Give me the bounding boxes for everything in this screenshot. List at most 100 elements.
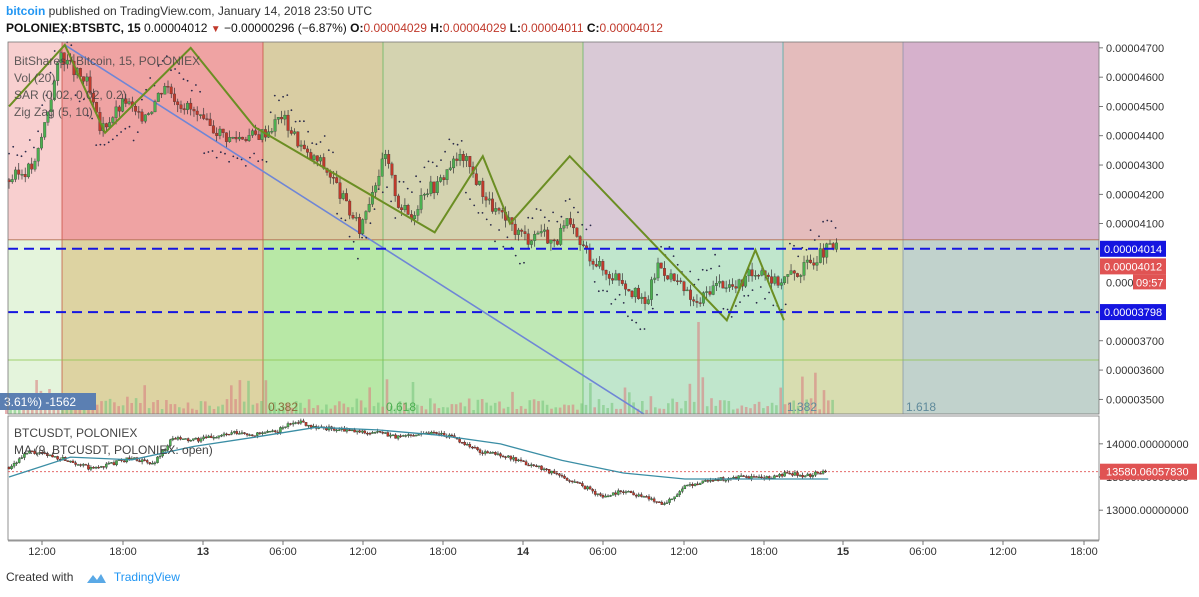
btc-candle-body: [688, 484, 692, 486]
fib-zone-top-2: [263, 42, 383, 240]
lower-legend-line-1: MA (9, BTCUSDT, POLONIEX: open): [14, 443, 213, 457]
sar-dot: [149, 77, 152, 79]
volume-bar: [433, 403, 436, 414]
candle-body: [335, 177, 339, 183]
btc-candle-body: [263, 432, 267, 434]
btc-candle-body: [261, 432, 264, 434]
main-price-axis[interactable]: 0.00004700 0.00004600 0.00004500 0.00004400…: [7, 41, 1199, 415]
sar-dot: [415, 175, 417, 178]
sar-dot: [128, 125, 131, 128]
btc-candle-body: [573, 481, 577, 483]
btc-candle-body: [284, 426, 287, 428]
volume-bar: [744, 407, 748, 414]
horizontal-lines[interactable]: [8, 247, 1099, 314]
btc-candle-body: [174, 438, 177, 440]
btc-candle-body: [583, 485, 587, 490]
btc-candle-body: [791, 473, 794, 476]
candle-body: [82, 76, 86, 82]
sar-dot: [465, 191, 467, 194]
candle-body: [354, 217, 358, 219]
candle-body: [332, 177, 335, 179]
btc-candle-body: [642, 496, 646, 498]
candle-body: [513, 223, 517, 235]
btc-candle-body: [514, 457, 518, 462]
last-price-tag-background: [1100, 258, 1166, 275]
candle-body: [65, 59, 69, 65]
btc-candle-body: [25, 453, 29, 455]
candle-body: [59, 52, 63, 63]
candle-body: [805, 259, 809, 263]
tradingview-link[interactable]: TradingView: [113, 570, 180, 584]
candle-body: [757, 275, 761, 277]
volume-bar: [351, 407, 354, 414]
sar-dot: [340, 217, 343, 220]
candle-body: [640, 296, 644, 299]
candle-body: [127, 101, 131, 104]
btc-candle-body: [151, 463, 154, 465]
volume-bar: [541, 400, 545, 414]
sar-dot: [789, 242, 791, 245]
volume-bar: [195, 409, 198, 414]
trendline[interactable]: [64, 44, 645, 415]
candle-body: [237, 136, 241, 140]
sar-dot: [643, 328, 646, 330]
volume-bar: [692, 401, 696, 414]
btc-candle-body: [294, 422, 297, 424]
btc-candle-body: [222, 433, 226, 436]
fib-label-2: 1.382: [787, 400, 817, 414]
volume-bar: [372, 406, 376, 414]
candle-body: [166, 86, 170, 88]
volume-bar: [108, 398, 112, 414]
btc-candle-body: [678, 491, 681, 495]
volume-bar: [593, 407, 596, 414]
volume-bar: [152, 402, 155, 414]
sar-dot: [174, 68, 177, 70]
btc-candle-body: [391, 434, 395, 437]
candle-body: [367, 204, 371, 212]
author-link[interactable]: bitcoin: [6, 4, 46, 18]
sar-dot: [651, 307, 654, 310]
btc-candle-body: [591, 489, 594, 492]
candle-body: [491, 198, 494, 212]
sar-dot: [784, 303, 787, 306]
candle-body: [442, 177, 446, 180]
volume-bar: [714, 405, 718, 414]
sar-dot: [527, 216, 530, 219]
btc-candle-body: [696, 483, 699, 486]
volume-bar: [736, 408, 739, 414]
btc-candle-body: [565, 478, 569, 481]
btc-candle-body: [358, 430, 361, 433]
btc-candle-body: [537, 465, 541, 468]
sar-dot: [103, 143, 106, 146]
candle-body: [786, 274, 790, 277]
price-tick-label: 0.00004600: [1106, 72, 1164, 84]
btc-candle-body: [371, 432, 374, 434]
volume-bar: [818, 409, 821, 414]
candle-body: [351, 215, 355, 219]
volume-bar: [238, 380, 242, 414]
volume-bar: [701, 377, 705, 414]
btc-candle-body: [76, 464, 80, 466]
sar-dot: [269, 111, 272, 114]
btc-candle-body: [407, 434, 410, 436]
sar-dot: [228, 160, 231, 163]
volume-bar: [667, 403, 670, 414]
volume-bar: [359, 400, 363, 414]
time-axis[interactable]: 12:00 18:00 13 06:00 12:00 18:00 14 06:00 12:00 1…: [8, 540, 1099, 558]
volume-bar: [165, 400, 168, 414]
sar-dot: [253, 152, 256, 155]
btc-candle-body: [233, 431, 236, 433]
volume-bar: [822, 390, 826, 414]
volume-bar: [814, 372, 817, 414]
sar-dot: [261, 159, 264, 161]
btc-candle-body: [568, 480, 571, 482]
btc-candle-body: [92, 467, 95, 469]
btc-candle-body: [145, 460, 149, 463]
sar-dot: [606, 290, 608, 293]
sar-dot: [381, 191, 384, 194]
btc-candle-body: [560, 475, 564, 477]
lower-line-tag-background: [1100, 304, 1166, 321]
btc-candle-body: [386, 432, 390, 437]
sar-dot: [735, 305, 737, 307]
